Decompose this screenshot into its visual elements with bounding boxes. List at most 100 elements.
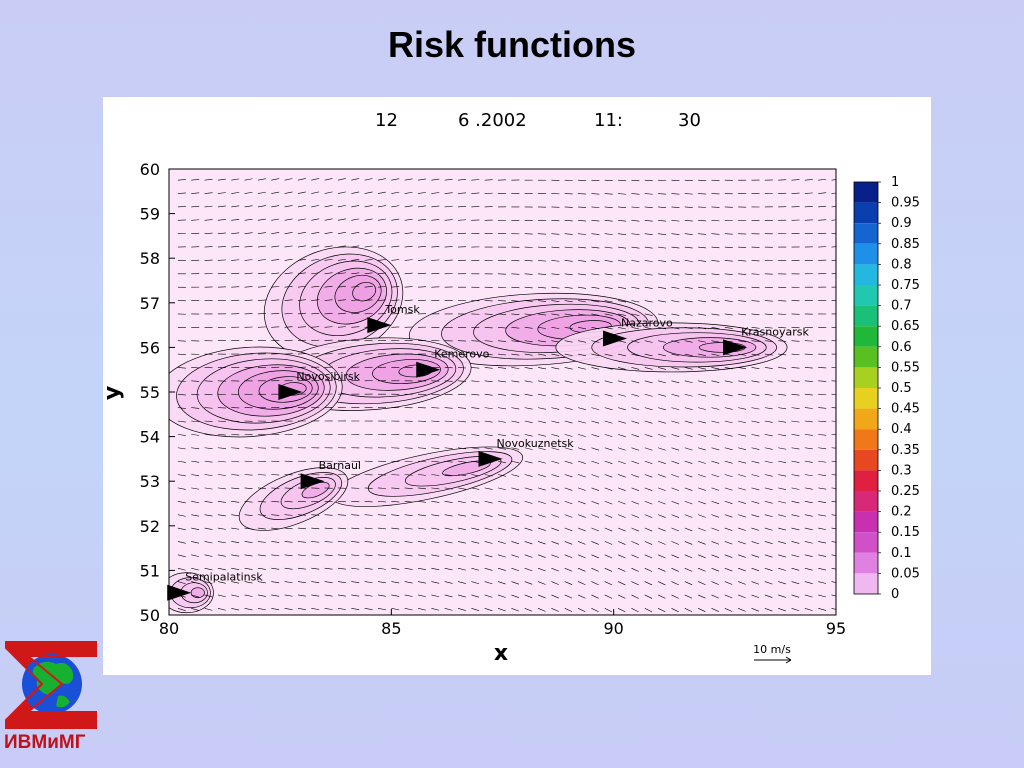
wind-arrow: [537, 487, 546, 491]
wind-arrow: [471, 487, 480, 490]
wind-arrow: [217, 500, 226, 503]
wind-arrow: [591, 353, 600, 357]
wind-arrow: [724, 260, 733, 262]
wind-arrow: [804, 367, 813, 369]
wind-arrow: [231, 272, 240, 275]
wind-arrow: [724, 246, 733, 249]
wind-arrow: [778, 527, 787, 531]
wind-arrow: [604, 460, 613, 464]
wind-arrow: [217, 420, 226, 422]
wind-arrow: [618, 260, 627, 262]
wind-reference: 10 m/s: [753, 643, 792, 664]
wind-arrow: [578, 447, 586, 451]
wind-arrow: [431, 192, 440, 194]
wind-arrow: [431, 474, 440, 476]
wind-arrow: [684, 246, 693, 249]
wind-arrow: [658, 487, 666, 491]
wind-arrow: [577, 567, 586, 572]
wind-arrow: [751, 380, 760, 383]
wind-arrow: [431, 420, 440, 422]
wind-arrow: [684, 407, 693, 410]
y-tick-label: 59: [140, 205, 160, 224]
wind-arrow: [244, 487, 253, 490]
wind-arrow: [391, 205, 400, 208]
wind-arrow: [751, 393, 760, 396]
wind-arrow: [804, 420, 813, 423]
wind-arrow: [778, 313, 787, 315]
wind-arrow: [324, 205, 333, 208]
wind-arrow: [751, 567, 760, 572]
wind-arrow: [537, 500, 546, 504]
wind-arrow: [711, 233, 720, 235]
wind-arrow: [538, 420, 546, 424]
wind-arrow: [658, 179, 667, 182]
colorbar-segment: [854, 429, 878, 450]
wind-arrow: [444, 541, 453, 544]
wind-arrow: [324, 272, 333, 275]
wind-arrow: [698, 514, 706, 518]
wind-arrow: [631, 500, 640, 505]
wind-arrow: [511, 420, 520, 423]
wind-arrow: [471, 554, 480, 558]
wind-arrow: [724, 420, 733, 424]
wind-arrow: [551, 581, 559, 585]
wind-arrow: [404, 608, 413, 611]
wind-arrow: [631, 273, 640, 276]
wind-arrow: [204, 541, 213, 544]
wind-arrow: [591, 393, 600, 397]
wind-arrow: [791, 447, 800, 450]
wind-arrow: [324, 232, 333, 234]
wind-arrow: [404, 527, 413, 530]
wind-arrow: [591, 594, 599, 599]
wind-arrow: [831, 514, 836, 516]
wind-arrow: [551, 420, 560, 424]
wind-vector-field: [177, 178, 836, 613]
wind-arrow: [377, 205, 386, 208]
wind-arrow: [431, 232, 440, 234]
wind-arrow: [671, 420, 680, 424]
wind-arrow: [444, 205, 453, 208]
wind-arrow: [471, 367, 480, 369]
wind-arrow: [698, 554, 706, 559]
wind-arrow: [364, 218, 373, 221]
wind-arrow: [711, 434, 720, 437]
wind-arrow: [524, 514, 533, 518]
wind-arrow: [444, 567, 453, 571]
colorbar-segment: [854, 243, 878, 265]
wind-arrow: [698, 380, 707, 383]
wind-arrow: [764, 353, 773, 356]
wind-arrow: [644, 179, 653, 182]
wind-arrow: [658, 581, 666, 586]
wind-arrow: [324, 339, 333, 342]
source-marker: [278, 384, 303, 400]
wind-arrow: [631, 327, 640, 330]
wind-arrow: [724, 434, 733, 437]
wind-arrow: [658, 554, 666, 559]
wind-arrow: [391, 541, 400, 543]
wind-arrow: [391, 191, 400, 194]
wind-arrow: [578, 407, 586, 410]
wind-arrow: [297, 205, 306, 208]
y-tick-label: 57: [140, 294, 160, 313]
wind-arrow: [311, 581, 320, 583]
wind-arrow: [551, 567, 559, 572]
wind-arrow: [498, 313, 507, 315]
wind-arrow: [257, 500, 266, 503]
wind-arrow: [551, 541, 560, 545]
wind-arrow: [377, 487, 386, 489]
wind-arrow: [671, 219, 680, 222]
wind-arrow: [818, 205, 827, 208]
wind-arrow: [631, 514, 639, 518]
wind-arrow: [391, 608, 400, 611]
wind-arrow: [364, 178, 373, 181]
wind-arrow: [698, 500, 706, 505]
wind-arrow: [457, 541, 466, 544]
wind-arrow: [778, 487, 787, 490]
wind-arrow: [217, 581, 226, 584]
wind-arrow: [751, 300, 760, 302]
wind-arrow: [217, 259, 226, 261]
wind-arrow: [457, 447, 466, 450]
wind-arrow: [324, 500, 333, 503]
wind-arrow: [444, 178, 453, 181]
colorbar-segment: [854, 470, 878, 491]
